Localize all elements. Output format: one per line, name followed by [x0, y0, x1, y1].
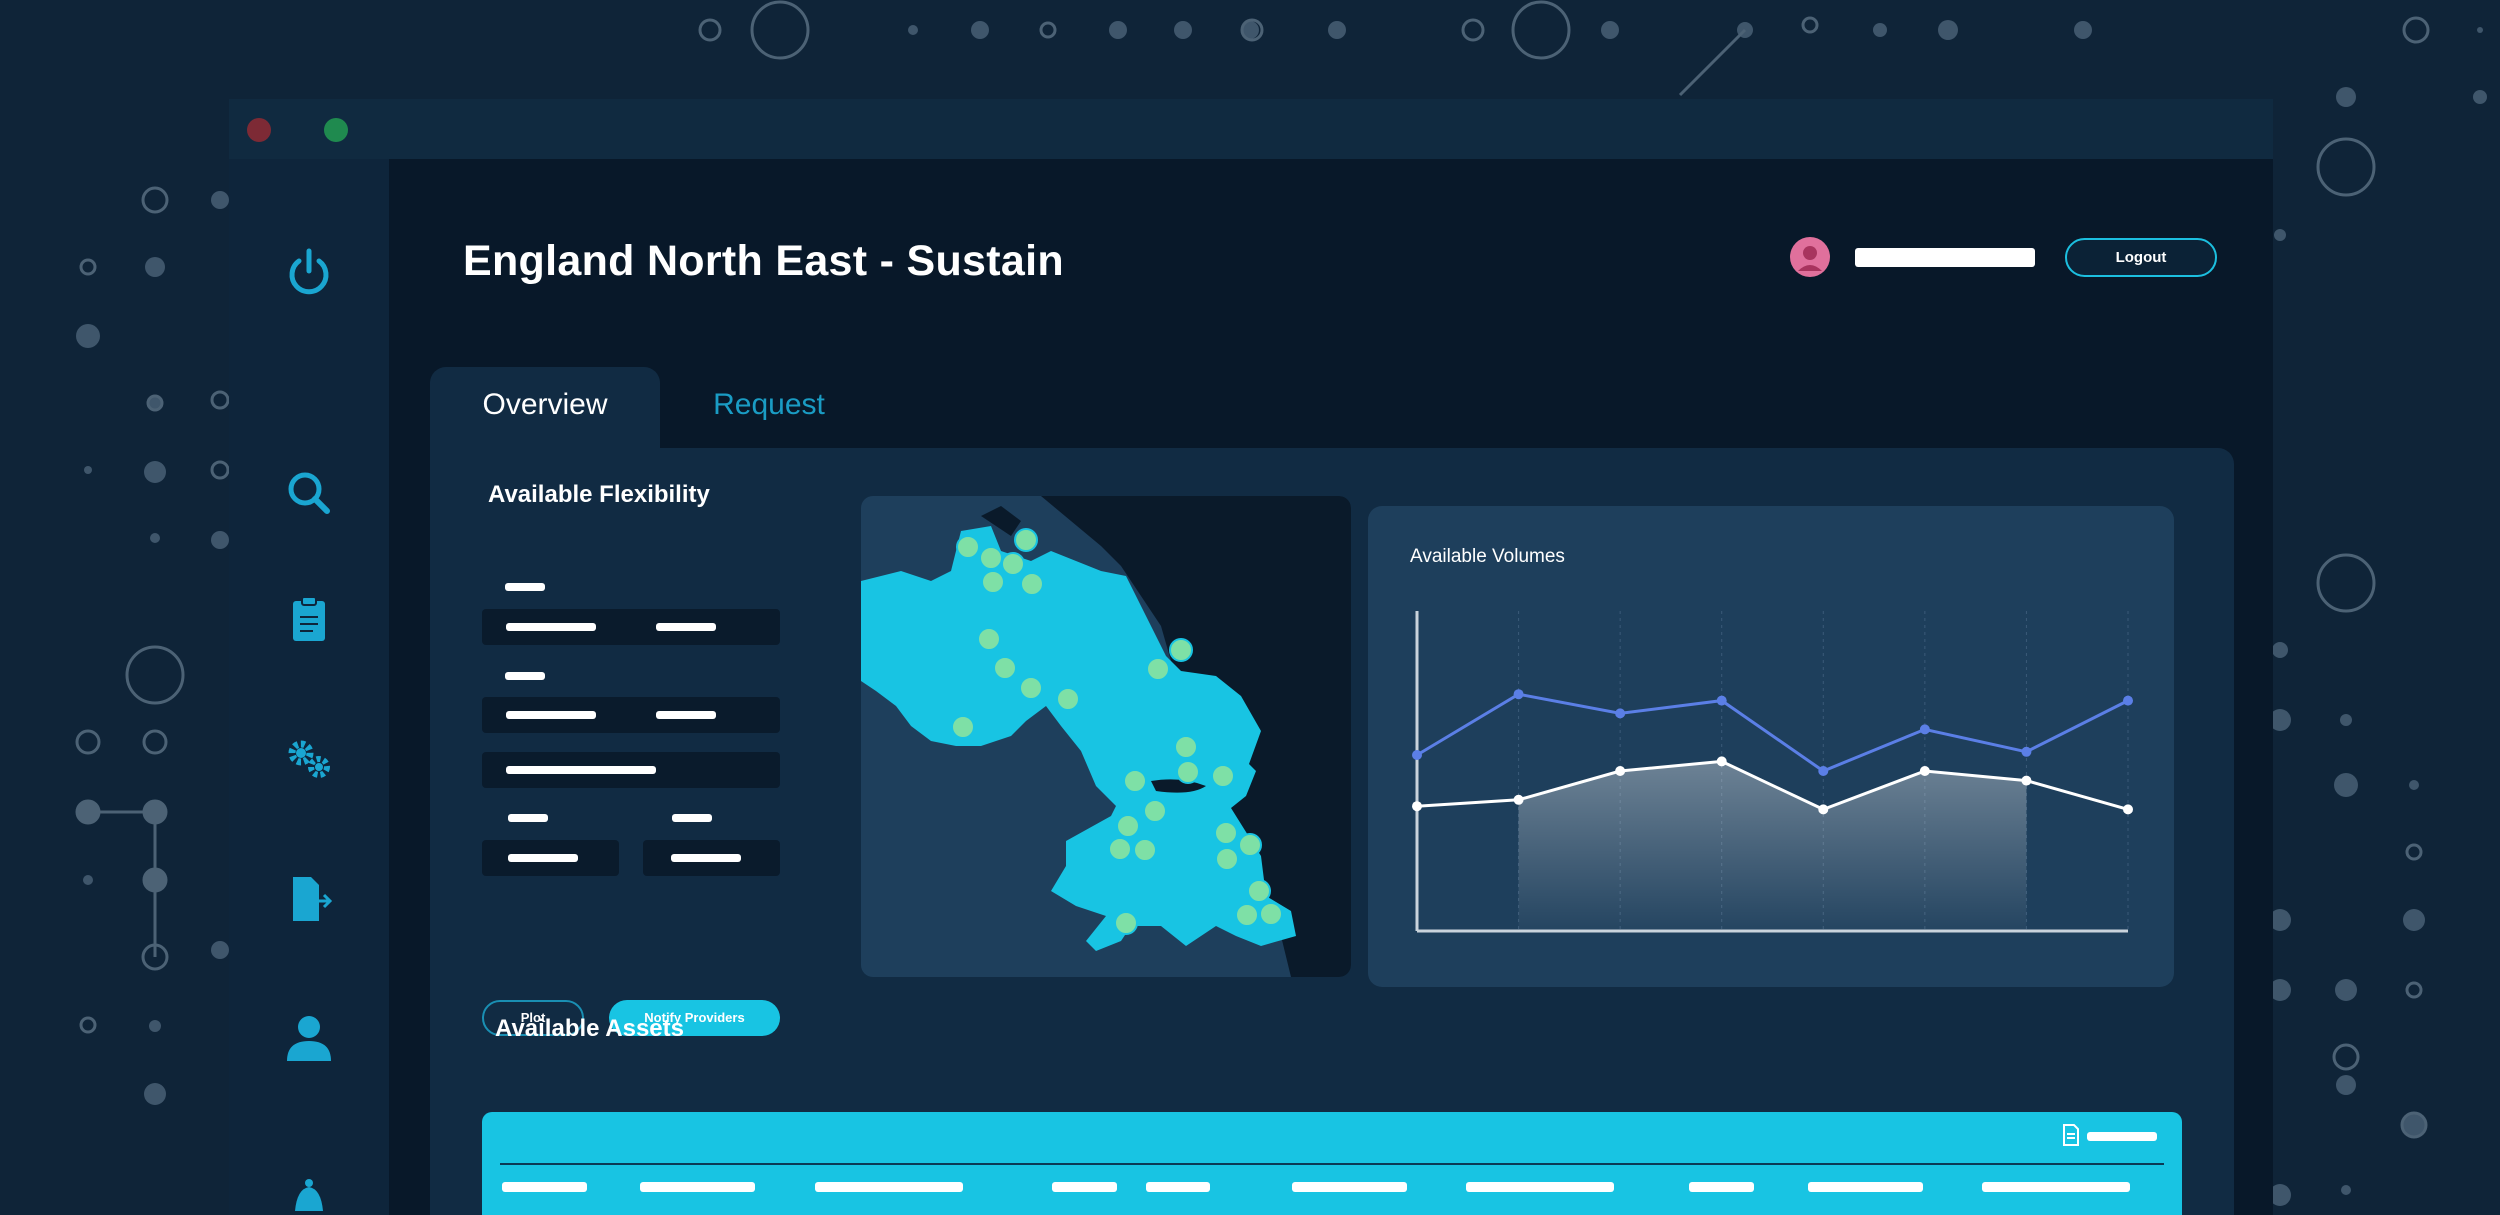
data-point[interactable] — [1615, 766, 1626, 776]
data-point[interactable] — [1716, 695, 1727, 706]
data-point[interactable] — [2123, 695, 2133, 706]
table-column-header[interactable] — [640, 1182, 755, 1192]
field-value-placeholder — [656, 623, 716, 631]
flexibility-map[interactable] — [861, 496, 1351, 977]
table-column-header[interactable] — [502, 1182, 587, 1192]
field-label-placeholder — [508, 814, 548, 822]
export-label-placeholder — [2087, 1132, 2157, 1141]
field-value-placeholder — [656, 711, 716, 719]
region-shape — [861, 526, 1296, 951]
field-label-placeholder — [672, 814, 712, 822]
volumes-chart[interactable]: Available Volumes — [1368, 506, 2174, 987]
tab-request[interactable]: Request — [713, 388, 825, 421]
field-value-placeholder — [506, 711, 596, 719]
filter-field[interactable] — [482, 752, 780, 788]
table-header-divider — [500, 1163, 2164, 1165]
chart-title: Available Volumes — [1410, 546, 1565, 567]
bell-icon[interactable] — [279, 1167, 339, 1215]
filter-field[interactable] — [643, 840, 780, 876]
page-title: England North East - Sustain — [463, 237, 1064, 285]
table-column-header[interactable] — [1052, 1182, 1117, 1192]
export-file-icon[interactable] — [2062, 1124, 2080, 1146]
field-value-placeholder — [506, 623, 596, 631]
file-export-icon[interactable] — [279, 869, 339, 929]
assets-table — [482, 1112, 2182, 1215]
area-fill — [1518, 761, 2027, 931]
data-point[interactable] — [1513, 794, 1524, 805]
table-column-header[interactable] — [1146, 1182, 1210, 1192]
field-value-placeholder — [508, 854, 578, 862]
data-point[interactable] — [2123, 804, 2133, 815]
field-label-placeholder — [505, 672, 545, 680]
table-column-header[interactable] — [1808, 1182, 1923, 1192]
field-value-placeholder — [671, 854, 741, 862]
table-column-header[interactable] — [1292, 1182, 1407, 1192]
data-point[interactable] — [1716, 756, 1727, 767]
data-point[interactable] — [2021, 746, 2032, 757]
tab-overview[interactable]: Overview — [430, 367, 660, 457]
data-point[interactable] — [1513, 689, 1524, 700]
data-point[interactable] — [1615, 708, 1626, 719]
table-column-header[interactable] — [1689, 1182, 1754, 1192]
data-point[interactable] — [1818, 766, 1829, 776]
assets-title: Available Assets — [495, 1015, 684, 1042]
data-point[interactable] — [1412, 801, 1422, 812]
user-icon[interactable] — [279, 1007, 339, 1067]
table-column-header[interactable] — [1466, 1182, 1614, 1192]
close-dot[interactable] — [247, 118, 271, 142]
app-window: England North East - Sustain Logout Over… — [229, 99, 2273, 1215]
user-name-placeholder — [1855, 248, 2035, 267]
filter-field[interactable] — [482, 609, 780, 645]
series-line-2 — [1416, 759, 2129, 812]
series-line-1 — [1416, 692, 2129, 773]
filter-field[interactable] — [482, 697, 780, 733]
clipboard-icon[interactable] — [279, 589, 339, 649]
field-value-placeholder — [506, 766, 656, 774]
data-point[interactable] — [1919, 766, 1930, 776]
field-label-placeholder — [505, 583, 545, 591]
user-avatar[interactable] — [1790, 237, 1830, 277]
data-point[interactable] — [1919, 724, 1930, 735]
data-point[interactable] — [1818, 804, 1829, 815]
logout-button[interactable]: Logout — [2065, 238, 2217, 277]
table-column-header[interactable] — [815, 1182, 963, 1192]
notify-providers-button[interactable]: Notify Providers — [609, 1000, 780, 1036]
plot-button[interactable]: Plot — [482, 1000, 584, 1036]
data-point[interactable] — [2021, 775, 2032, 786]
title-bar — [229, 99, 2273, 159]
map-points — [951, 528, 1283, 935]
power-icon[interactable] — [279, 243, 339, 303]
sea-area — [1041, 496, 1351, 977]
zoom-dot[interactable] — [324, 118, 348, 142]
filter-field[interactable] — [482, 840, 619, 876]
table-column-header[interactable] — [1982, 1182, 2130, 1192]
volumes-chart-card: Available Volumes — [1368, 506, 2174, 987]
coast-inlet — [981, 506, 1021, 536]
search-icon[interactable] — [279, 463, 339, 523]
sidebar — [229, 159, 389, 1215]
gears-icon[interactable] — [279, 729, 339, 789]
flexibility-title: Available Flexibility — [488, 481, 710, 508]
data-point[interactable] — [1412, 750, 1422, 760]
